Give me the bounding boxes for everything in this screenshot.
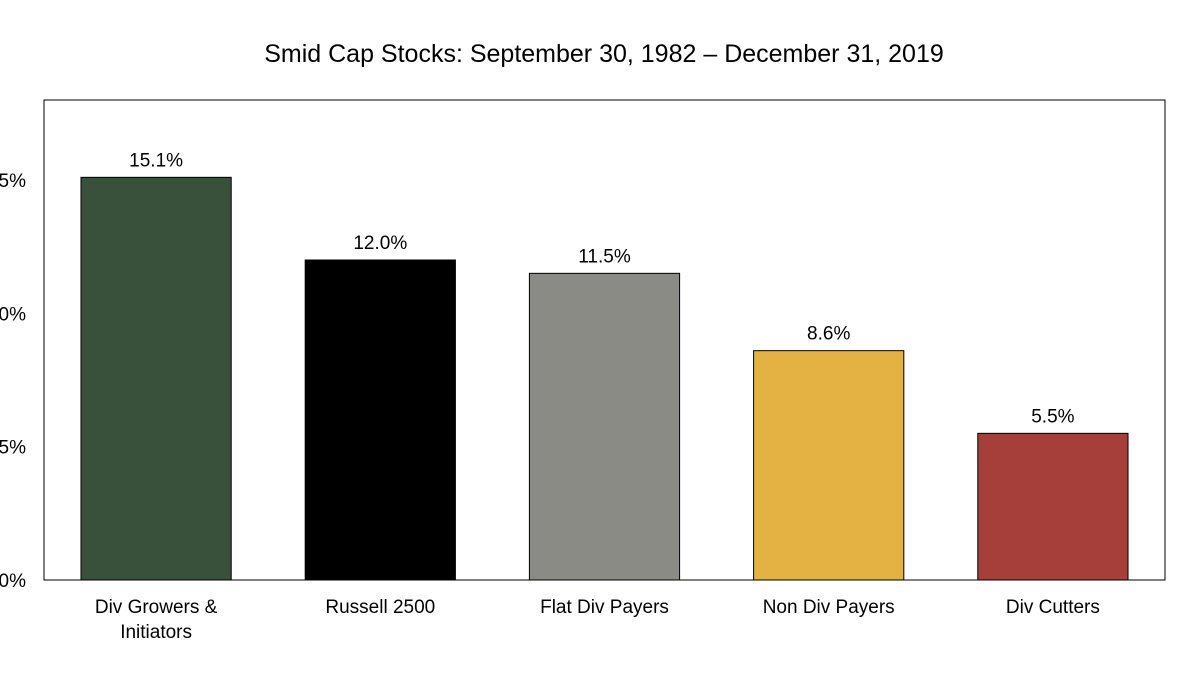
bar-value-label: 5.5% bbox=[1031, 406, 1074, 427]
x-axis-category-labels: Div Growers & Initiators Russell 2500 Flat … bbox=[95, 597, 1100, 643]
bar-value-label: 11.5% bbox=[578, 246, 631, 267]
y-tick-label: 10% bbox=[0, 304, 26, 325]
y-tick-label: 0% bbox=[0, 571, 26, 592]
bar bbox=[528, 272, 681, 581]
bar bbox=[304, 259, 456, 581]
bar-value-label: 15.1% bbox=[129, 150, 183, 171]
y-axis: 0% 5% 10% 15% bbox=[0, 171, 26, 592]
x-category-label: Div Growers & bbox=[95, 597, 218, 618]
bar bbox=[977, 432, 1129, 581]
bars bbox=[80, 176, 1129, 581]
x-category-label: Russell 2500 bbox=[325, 597, 435, 618]
x-category-label: Non Div Payers bbox=[763, 597, 895, 618]
bar bbox=[80, 176, 232, 581]
x-category-label: Initiators bbox=[120, 622, 192, 643]
x-category-label: Flat Div Payers bbox=[540, 597, 669, 618]
x-category-label: Div Cutters bbox=[1006, 597, 1100, 618]
bar bbox=[753, 350, 905, 581]
y-tick-label: 15% bbox=[0, 171, 26, 192]
bar-value-label: 12.0% bbox=[353, 233, 407, 254]
y-tick-label: 5% bbox=[0, 438, 26, 459]
chart-title: Smid Cap Stocks: September 30, 1982 – De… bbox=[264, 40, 944, 68]
bar-value-label: 8.6% bbox=[807, 324, 850, 345]
data-labels: 15.1% 12.0% 11.5% 8.6% 5.5% bbox=[129, 150, 1074, 427]
